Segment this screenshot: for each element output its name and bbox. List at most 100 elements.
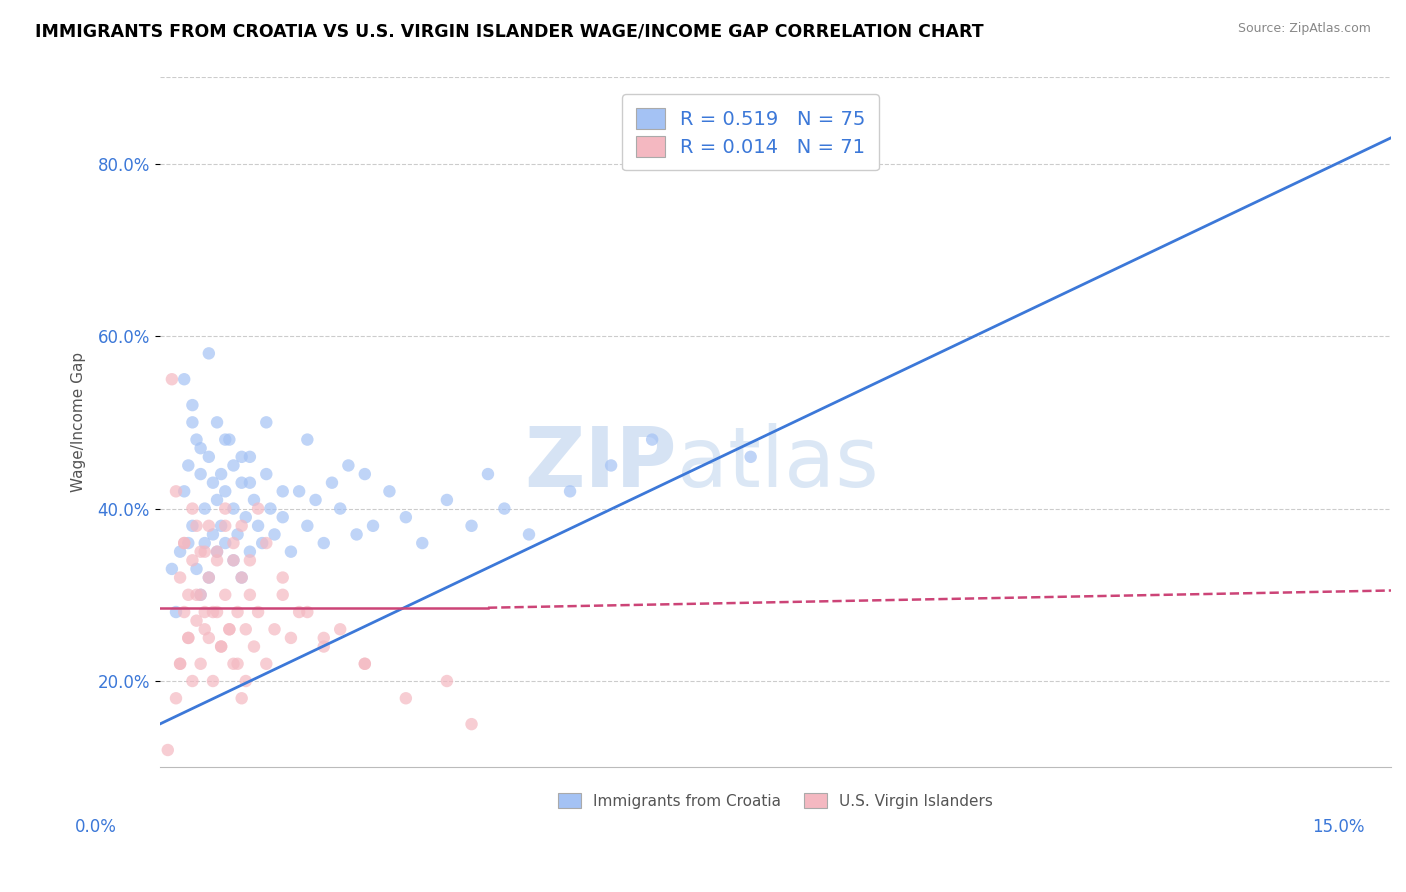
Point <box>222 501 245 516</box>
Point <box>740 450 762 464</box>
Point <box>205 544 228 558</box>
Point <box>231 518 253 533</box>
Point <box>201 527 224 541</box>
Point <box>173 605 195 619</box>
Point <box>312 631 335 645</box>
Point <box>254 467 277 481</box>
Point <box>231 691 253 706</box>
Point <box>280 544 302 558</box>
Point <box>181 673 204 688</box>
Point <box>263 622 285 636</box>
Point <box>247 518 270 533</box>
Point <box>239 544 262 558</box>
Point <box>226 605 249 619</box>
Point <box>641 433 664 447</box>
Point <box>460 717 482 731</box>
Point <box>218 622 240 636</box>
Point <box>160 372 183 386</box>
Point <box>186 614 208 628</box>
Point <box>194 605 217 619</box>
Point <box>231 570 253 584</box>
Point <box>165 605 187 619</box>
Point <box>169 657 191 671</box>
Point <box>194 544 217 558</box>
Point <box>263 527 285 541</box>
Point <box>214 433 236 447</box>
Point <box>205 492 228 507</box>
Point <box>337 458 360 473</box>
Point <box>186 433 208 447</box>
Point <box>177 631 200 645</box>
Point <box>169 544 191 558</box>
Point <box>177 631 200 645</box>
Point <box>156 743 179 757</box>
Point <box>205 544 228 558</box>
Point <box>214 588 236 602</box>
Point <box>312 536 335 550</box>
Point <box>250 536 273 550</box>
Point <box>205 605 228 619</box>
Point <box>222 536 245 550</box>
Point <box>205 553 228 567</box>
Point <box>218 622 240 636</box>
Point <box>288 484 311 499</box>
Point <box>190 544 212 558</box>
Point <box>205 415 228 429</box>
Point <box>169 570 191 584</box>
Point <box>198 518 221 533</box>
Point <box>304 492 326 507</box>
Point <box>247 605 270 619</box>
Point <box>239 553 262 567</box>
Point <box>209 467 232 481</box>
Point <box>181 501 204 516</box>
Point <box>190 657 212 671</box>
Point <box>494 501 516 516</box>
Point <box>160 562 183 576</box>
Point <box>259 501 281 516</box>
Point <box>177 588 200 602</box>
Point <box>321 475 343 490</box>
Point <box>247 501 270 516</box>
Point <box>254 415 277 429</box>
Point <box>194 501 217 516</box>
Point <box>329 501 352 516</box>
Point <box>226 527 249 541</box>
Point <box>186 588 208 602</box>
Point <box>198 631 221 645</box>
Point <box>235 673 257 688</box>
Point <box>201 673 224 688</box>
Point <box>353 657 375 671</box>
Text: Source: ZipAtlas.com: Source: ZipAtlas.com <box>1237 22 1371 36</box>
Point <box>194 622 217 636</box>
Point <box>198 346 221 360</box>
Point <box>186 518 208 533</box>
Point <box>194 536 217 550</box>
Point <box>411 536 433 550</box>
Point <box>271 510 294 524</box>
Point <box>214 484 236 499</box>
Point <box>209 640 232 654</box>
Point <box>222 553 245 567</box>
Point <box>209 640 232 654</box>
Point <box>177 458 200 473</box>
Point <box>226 657 249 671</box>
Point <box>190 441 212 455</box>
Point <box>297 605 319 619</box>
Point <box>222 458 245 473</box>
Point <box>214 518 236 533</box>
Point <box>297 518 319 533</box>
Point <box>254 536 277 550</box>
Point <box>517 527 540 541</box>
Point <box>165 484 187 499</box>
Point <box>190 467 212 481</box>
Point <box>231 475 253 490</box>
Point <box>214 536 236 550</box>
Point <box>436 492 458 507</box>
Point <box>288 605 311 619</box>
Text: ZIP: ZIP <box>524 423 676 504</box>
Point <box>190 588 212 602</box>
Point <box>169 657 191 671</box>
Point <box>271 588 294 602</box>
Point <box>243 492 266 507</box>
Point <box>460 518 482 533</box>
